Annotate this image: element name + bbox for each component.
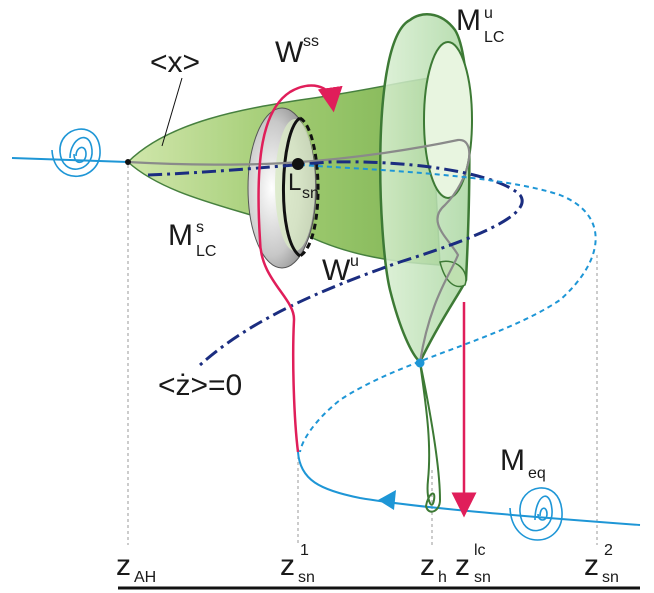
tick-zh: z — [420, 549, 435, 582]
label-mlcs-sub: LC — [196, 243, 216, 260]
tick-zh-sub: h — [438, 569, 447, 586]
right-spiral — [509, 487, 563, 541]
tick-zah-sub: AH — [134, 569, 156, 586]
label-wu: W — [322, 254, 351, 287]
tick-zsnlc: z — [455, 549, 470, 582]
tick-zsn1-sub: sn — [298, 569, 315, 586]
equilibria-branch-lower — [297, 451, 641, 526]
equilibria-branch-unstable — [299, 164, 597, 453]
label-mlcu: M — [456, 4, 481, 37]
label-mlcs: M — [168, 219, 193, 252]
average-x-curve — [127, 138, 471, 363]
wss-trajectory — [257, 84, 343, 453]
label-mlcu-sup: u — [484, 5, 493, 22]
homoclinic-point — [415, 358, 425, 368]
tick-zsn2-sup: 2 — [604, 542, 613, 559]
x-avg-pointer — [161, 77, 183, 147]
tick-zsn2-sub: sn — [602, 569, 619, 586]
tick-zsn1-sup: 1 — [300, 542, 309, 559]
label-lsn: L — [288, 169, 301, 196]
label-wss-sup: ss — [303, 33, 319, 50]
tick-zsnlc-sup: lc — [474, 542, 486, 559]
label-mlcu-sub: LC — [484, 29, 504, 46]
zdot-nullcline — [147, 160, 524, 367]
tick-zsnlc-sub: sn — [474, 569, 491, 586]
label-meq-sub: eq — [528, 465, 546, 482]
left-spiral — [51, 128, 101, 178]
zah-point — [125, 159, 131, 165]
limit-cycle-lsn-back — [299, 116, 320, 258]
funnel-opening — [423, 41, 473, 199]
lsn-point — [292, 158, 304, 170]
equilibria-branch-left — [11, 157, 129, 163]
funnel-lower-lobe — [439, 260, 467, 288]
label-zdot-nullcline: <ż>=0 — [158, 369, 242, 402]
label-mlcs-sup: s — [196, 219, 204, 236]
label-lsn-sub: sn — [302, 185, 319, 202]
axis-labels: z AH z 1 sn z h z lc sn z 2 sn — [116, 542, 619, 586]
flow-arrow-head — [378, 490, 396, 510]
label-wss: W — [275, 36, 304, 69]
limit-cycle-lsn-front — [281, 116, 302, 258]
homoclinic-loop — [419, 361, 442, 513]
label-wu-sup: u — [350, 253, 359, 270]
tick-zsn1: z — [280, 549, 295, 582]
label-meq: M — [500, 444, 525, 477]
label-x-avg: <x> — [150, 46, 200, 79]
tick-zah: z — [116, 549, 131, 582]
tick-zsn2: z — [584, 549, 599, 582]
